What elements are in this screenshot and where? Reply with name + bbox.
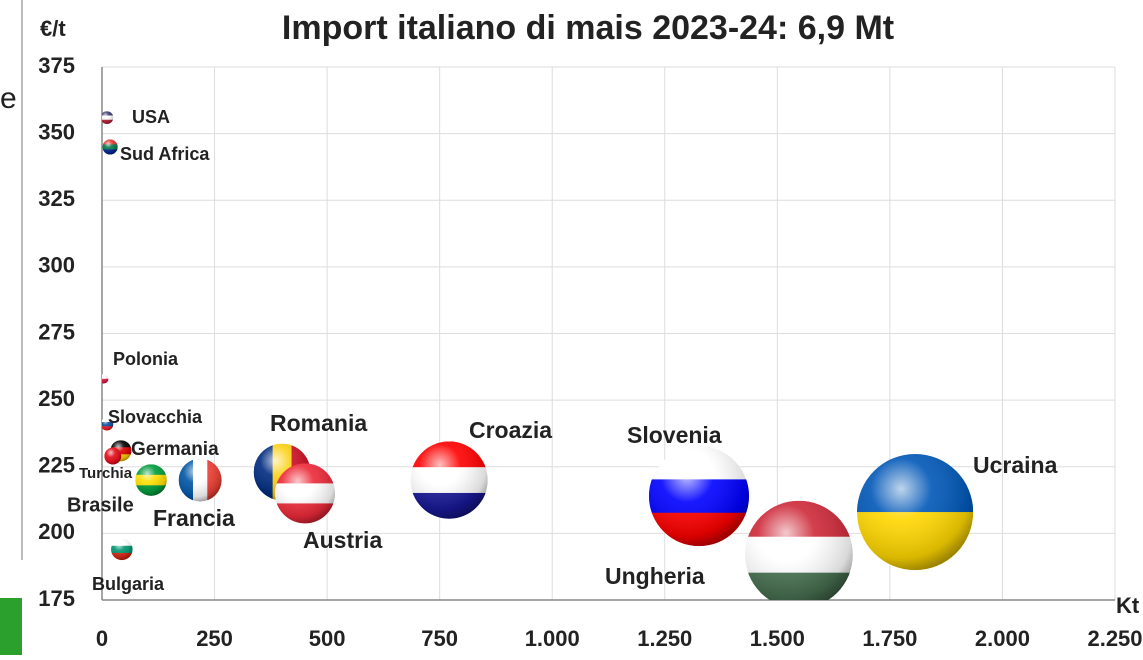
x-tick-label: 500 xyxy=(309,626,346,651)
bubble-gloss xyxy=(104,448,121,465)
legend-label: Austria xyxy=(303,527,382,553)
y-tick-label: 325 xyxy=(38,186,75,211)
bubble xyxy=(410,441,487,519)
y-tick-label: 350 xyxy=(38,119,75,144)
bubble-gloss xyxy=(103,139,118,154)
legend-label: Brasile xyxy=(67,494,134,516)
legend-label: Slovenia xyxy=(627,422,722,448)
plot-area xyxy=(99,111,973,609)
bubble xyxy=(111,539,133,561)
legend-label: Germania xyxy=(131,439,219,460)
x-tick-label: 2.250 xyxy=(1087,626,1142,651)
side-text: e xyxy=(0,82,17,115)
x-axis-label: Kt xyxy=(1116,593,1140,618)
bubble-gloss xyxy=(857,454,973,570)
y-axis-label: €/t xyxy=(40,16,66,41)
y-tick-label: 300 xyxy=(38,253,75,278)
legend-label: Croazia xyxy=(469,417,552,443)
bubble xyxy=(179,459,222,502)
y-tick-label: 275 xyxy=(38,319,75,344)
bubble-gloss xyxy=(111,539,133,561)
side-block xyxy=(0,598,22,655)
x-tick-label: 1.500 xyxy=(750,626,805,651)
bubble-gloss xyxy=(99,374,108,383)
page: e Import italiano di mais 2023-24: 6,9 M… xyxy=(0,0,1143,655)
y-tick-label: 225 xyxy=(38,453,75,478)
x-tick-label: 1.250 xyxy=(637,626,692,651)
bubble-gloss xyxy=(649,446,749,546)
legend-label: Francia xyxy=(153,505,235,531)
y-tick-label: 200 xyxy=(38,519,75,544)
x-tick-label: 250 xyxy=(196,626,233,651)
bubble xyxy=(857,454,973,571)
legend-label: Ucraina xyxy=(973,452,1058,478)
legend-label: Romania xyxy=(270,410,367,436)
bubble-gloss xyxy=(179,459,222,502)
bubble xyxy=(649,446,749,547)
bubble xyxy=(275,463,335,524)
x-tick-label: 1.000 xyxy=(525,626,580,651)
bubble-gloss xyxy=(275,463,335,523)
bubble xyxy=(103,139,118,155)
bubble xyxy=(104,448,121,465)
x-tick-label: 0 xyxy=(96,626,108,651)
legend-label: Turchia xyxy=(79,465,133,482)
x-tick-label: 1.750 xyxy=(862,626,917,651)
y-tick-label: 175 xyxy=(38,586,75,611)
x-tick-label: 2.000 xyxy=(975,626,1030,651)
bubble-gloss xyxy=(135,464,167,496)
bubble xyxy=(99,374,108,384)
bubble xyxy=(135,464,167,496)
legend-label: Sud Africa xyxy=(120,144,210,164)
bubble-gloss xyxy=(745,501,853,609)
legend-label: Bulgaria xyxy=(92,574,165,594)
x-tick-label: 750 xyxy=(421,626,458,651)
chart: e Import italiano di mais 2023-24: 6,9 M… xyxy=(0,0,1143,655)
legend-label: Polonia xyxy=(113,349,179,369)
legend-label: USA xyxy=(132,107,170,127)
chart-title: Import italiano di mais 2023-24: 6,9 Mt xyxy=(282,9,894,47)
bubble-gloss xyxy=(101,111,114,124)
bubble xyxy=(745,501,853,609)
bubble-gloss xyxy=(410,441,487,518)
legend-label: Slovacchia xyxy=(108,407,203,427)
legend-label: Ungheria xyxy=(605,563,705,589)
y-tick-label: 250 xyxy=(38,386,75,411)
y-tick-label: 375 xyxy=(38,53,75,78)
